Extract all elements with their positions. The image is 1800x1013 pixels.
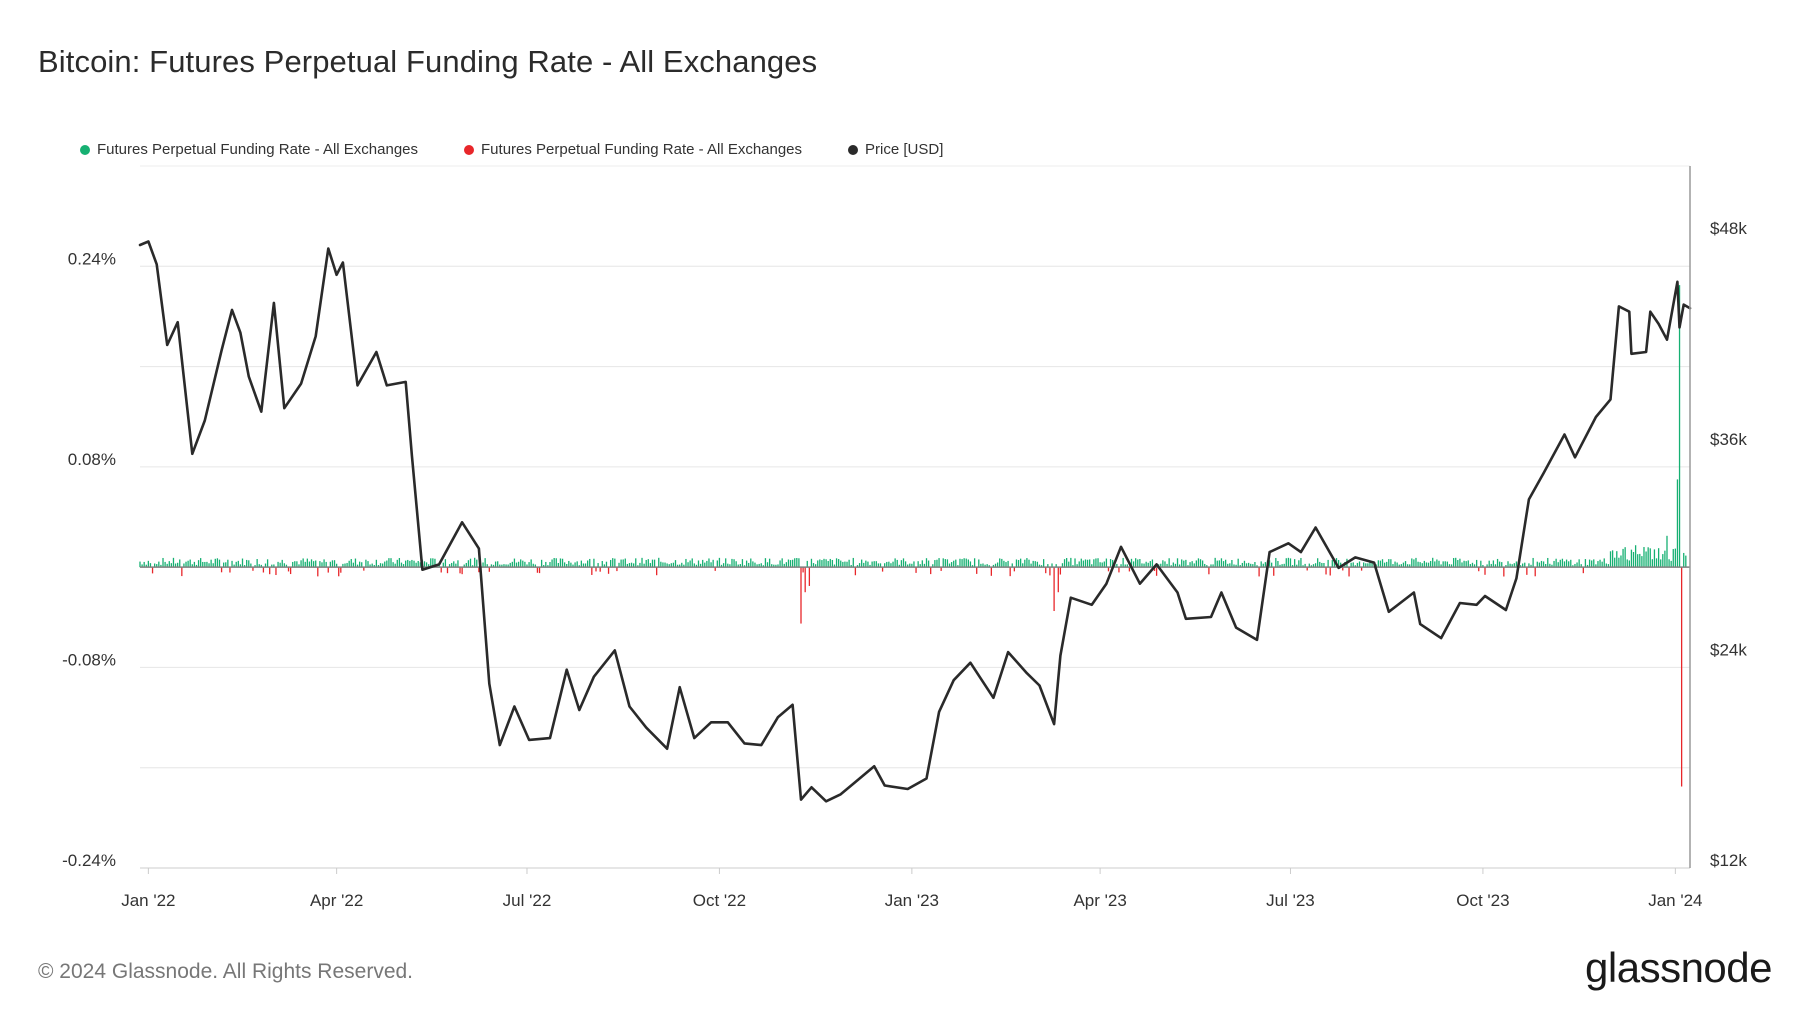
y-right-tick-label: $12k (1710, 851, 1747, 870)
glassnode-logo: glassnode (1585, 944, 1772, 991)
x-tick-label: Apr '23 (1073, 891, 1126, 910)
x-tick-label: Jan '23 (885, 891, 939, 910)
y-right-tick-label: $24k (1710, 640, 1747, 659)
y-axis-right-ticks: $48k $36k $24k $12k (1710, 219, 1747, 870)
price-series-line (138, 240, 1692, 803)
copyright-footer: © 2024 Glassnode. All Rights Reserved. (38, 960, 414, 983)
legend-item-funding-negative[interactable]: Futures Perpetual Funding Rate - All Exc… (464, 141, 802, 158)
legend-item-price[interactable]: Price [USD] (848, 141, 943, 158)
y-left-tick-label: 0.08% (68, 450, 116, 469)
y-axis-left-ticks: 0.24% 0.08% -0.08% -0.24% (62, 249, 116, 870)
x-tick-label: Oct '23 (1456, 891, 1509, 910)
x-tick-label: Apr '22 (310, 891, 363, 910)
legend-dot-green (80, 144, 90, 155)
x-tick-label: Jul '22 (503, 891, 552, 910)
legend-item-funding-positive[interactable]: Futures Perpetual Funding Rate - All Exc… (80, 141, 418, 158)
x-tick-label: Jan '22 (121, 891, 175, 910)
x-tick-label: Oct '22 (693, 891, 746, 910)
price-line (138, 240, 1692, 803)
axes (140, 166, 1691, 869)
legend-label-funding-positive: Futures Perpetual Funding Rate - All Exc… (97, 141, 419, 158)
legend-dot-black (848, 144, 859, 155)
y-left-tick-label: -0.24% (62, 851, 116, 870)
gridlines (140, 165, 1690, 769)
x-tick-label: Jan '24 (1648, 891, 1702, 910)
y-left-tick-label: -0.08% (62, 650, 116, 669)
y-right-tick-label: $48k (1710, 219, 1747, 238)
chart-title: Bitcoin: Futures Perpetual Funding Rate … (38, 44, 818, 79)
legend-label-funding-negative: Futures Perpetual Funding Rate - All Exc… (481, 141, 803, 158)
x-axis-ticks: Jan '22 Apr '22 Jul '22 Oct '22 Jan '23 Apr '… (121, 868, 1703, 910)
x-tick-label: Jul '23 (1266, 891, 1315, 910)
y-left-tick-label: 0.24% (68, 249, 116, 268)
legend: Futures Perpetual Funding Rate - All Exc… (80, 141, 943, 158)
y-right-tick-label: $36k (1710, 430, 1747, 449)
legend-dot-red (464, 144, 475, 155)
legend-label-price: Price [USD] (865, 141, 944, 158)
